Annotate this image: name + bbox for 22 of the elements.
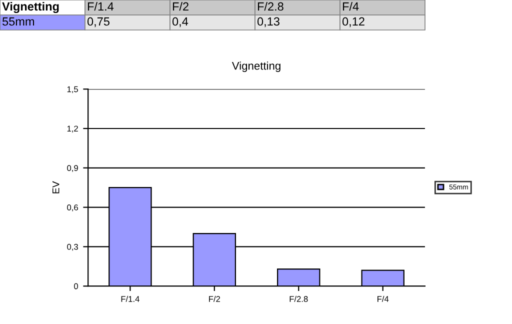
x-tick-label: F/1.4 [121,296,140,302]
y-tick-label: 0,6 [67,204,78,212]
y-tick-label: 0,9 [67,165,78,172]
category-label: F/1.4 [88,2,114,11]
y-tick-label: 1,5 [67,86,78,94]
data-label: 0,4 [172,17,188,28]
chart-title: Vignetting [232,62,280,72]
category-label: F/2 [172,2,188,11]
category-label: F/4 [342,2,359,11]
data-label: 0,75 [87,17,110,28]
y-tick-label: 0,3 [67,244,78,251]
y-axis-title: EV [52,181,60,194]
text: 55mm [2,17,34,26]
text: Vignetting [2,2,59,14]
category-label: F/2.8 [258,2,284,11]
y-tick-label: 0 [74,283,78,290]
x-tick-label: F/2 [209,296,220,302]
x-tick-label: F/2.8 [290,296,308,302]
y-tick-label: 1,2 [67,126,78,133]
data-label: 0,12 [342,17,364,28]
data-label: 0,13 [257,17,280,28]
x-tick-label: F/4 [378,296,389,302]
